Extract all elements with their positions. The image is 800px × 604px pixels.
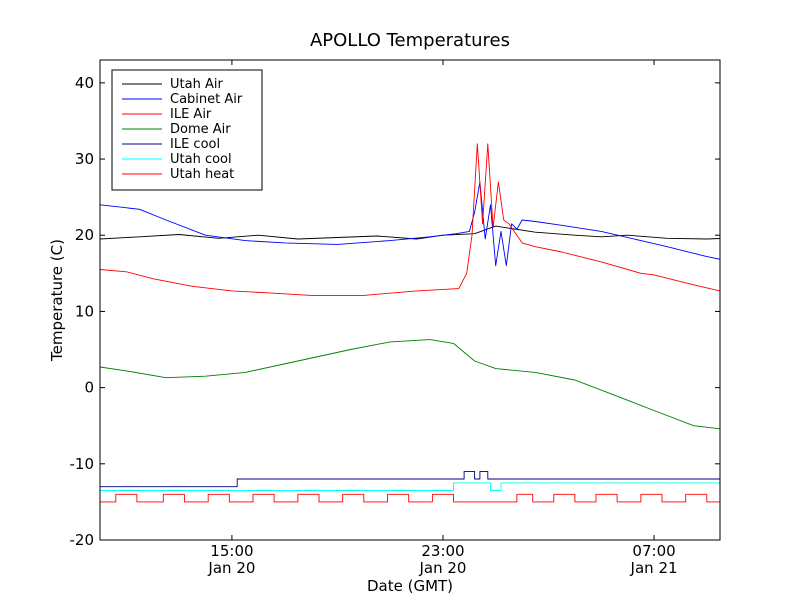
series-line-utah-heat (100, 493, 720, 503)
legend-label: Utah heat (170, 167, 234, 182)
legend-box (111, 69, 263, 191)
series-line-ile-cool (100, 470, 720, 488)
legend-label: ILE Air (170, 107, 212, 122)
chart-title: APOLLO Temperatures (310, 30, 510, 51)
legend-label: Dome Air (170, 122, 231, 137)
series-line-utah-air (100, 225, 720, 240)
x-tick-label-date: Jan 21 (630, 559, 678, 577)
y-tick-label: 0 (84, 379, 94, 397)
series-layer (100, 143, 720, 503)
plot-frame (99, 59, 721, 541)
x-tick-label-date: Jan 20 (207, 559, 255, 577)
x-tick-label-date: Jan 20 (418, 559, 466, 577)
y-tick-label: 10 (75, 302, 94, 320)
legend-label: Cabinet Air (170, 92, 243, 107)
series-line-cabinet-air (100, 181, 720, 267)
series-line-ile-air (100, 143, 720, 296)
x-axis-label: Date (GMT) (367, 577, 453, 595)
y-tick-label: 40 (75, 74, 94, 92)
y-tick-label: -10 (70, 455, 95, 473)
y-axis-label: Temperature (C) (48, 239, 66, 362)
y-tick-label: -20 (70, 531, 95, 549)
series-line-dome-air (100, 339, 720, 430)
x-tick-label-time: 23:00 (421, 542, 464, 560)
x-tick-label-time: 07:00 (632, 542, 675, 560)
x-tick-label-time: 15:00 (210, 542, 253, 560)
legend-label: Utah Air (170, 77, 223, 92)
legend-label: Utah cool (170, 152, 232, 167)
y-tick-label: 20 (75, 226, 94, 244)
y-tick-label: 30 (75, 150, 94, 168)
legend-label: ILE cool (170, 137, 220, 152)
series-line-utah-cool (100, 482, 720, 491)
